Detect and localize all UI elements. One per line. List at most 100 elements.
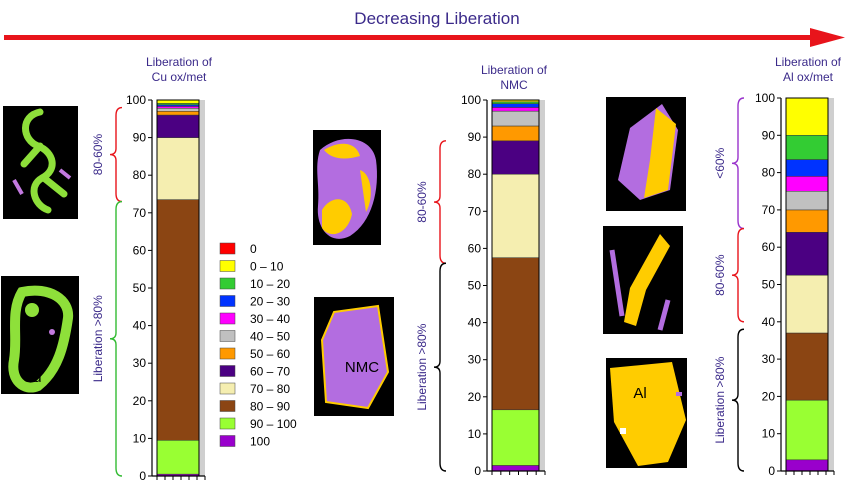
y-tick-label: 80 (133, 168, 147, 182)
legend-swatch (219, 242, 236, 255)
y-tick-label: 100 (461, 93, 481, 107)
bar-segment-al (785, 209, 829, 233)
bar-segment-nmc (491, 125, 540, 142)
bracket-label: Liberation >80% (713, 356, 727, 443)
bracket (731, 227, 745, 323)
bracket-label: Liberation >80% (415, 323, 429, 410)
legend-swatch (219, 365, 236, 377)
y-tick-label: 100 (755, 91, 775, 105)
legend-swatch (219, 400, 236, 412)
bracket-label: 80-60% (713, 254, 727, 296)
y-tick-label: 10 (762, 427, 776, 441)
legend-label: 0 – 10 (250, 260, 284, 274)
chart-cu: 0 10 20 30 40 50 60 70 80 90 100 80-60% Liberation >… (91, 93, 206, 483)
bar-segment-cu (156, 106, 200, 109)
y-tick-label: 40 (468, 316, 482, 330)
chart-title-nmc-line1: Liberation of (481, 63, 548, 77)
legend-label: 90 – 100 (250, 417, 297, 431)
legend-swatch (219, 277, 236, 290)
bracket-label: 80-60% (91, 134, 105, 176)
y-tick-label: 80 (468, 167, 482, 181)
bar-segment-al (785, 159, 829, 177)
y-tick-label: 20 (468, 390, 482, 404)
legend-swatch (219, 312, 236, 325)
bracket (731, 328, 745, 472)
al-particle-image-2 (603, 226, 683, 334)
legend-swatch (219, 382, 236, 395)
y-tick-label: 40 (762, 315, 776, 329)
legend-label: 100 (250, 435, 270, 449)
y-tick-label: 90 (762, 128, 776, 142)
y-tick-label: 50 (762, 278, 776, 292)
chart-title-cu-line1: Liberation of (146, 55, 213, 69)
y-tick-label: 50 (468, 279, 482, 293)
bracket (433, 262, 447, 472)
y-tick-label: 30 (762, 352, 776, 366)
bar-segment-nmc (491, 465, 540, 472)
y-tick-label: 70 (468, 204, 482, 218)
bar-segment-cu (156, 114, 200, 138)
nmc-image-label: NMC (345, 359, 379, 376)
al-particle-image-3: Al (606, 358, 687, 468)
y-tick-label: 50 (133, 281, 147, 295)
nmc-particle-image-2: NMC (314, 297, 394, 416)
y-tick-label: 0 (768, 464, 775, 478)
bar-segment-al (785, 459, 829, 472)
bracket (731, 97, 745, 230)
bar-segment-cu (156, 108, 200, 112)
y-tick-label: 60 (468, 241, 482, 255)
bracket-label: Liberation >80% (91, 295, 105, 382)
bar-segment-nmc (491, 101, 540, 104)
bar-segment-cu (156, 137, 200, 200)
legend-swatch (219, 295, 236, 307)
legend: 0 0 – 10 10 – 20 20 – 30 30 – 40 40 – 50 50 – … (219, 242, 297, 449)
y-tick-label: 20 (133, 394, 147, 408)
chart-nmc: 0 10 20 30 40 50 60 70 80 90 100 80-60% Liberation >… (415, 93, 546, 478)
al-particle-image-1 (606, 97, 686, 211)
bracket (433, 140, 447, 264)
bar-segment-nmc (491, 409, 540, 466)
bar-shadow (199, 100, 205, 476)
y-tick-label: 40 (133, 319, 147, 333)
legend-swatch (219, 417, 236, 430)
arrow-head (810, 28, 845, 47)
bar-segment-al (785, 274, 829, 334)
y-tick-label: 10 (133, 431, 147, 445)
nmc-particle-image-1 (313, 130, 381, 245)
bar-segment-al (785, 232, 829, 276)
chart-title-al-line2: Al ox/met (783, 70, 834, 84)
chart-title-al-line1: Liberation of (775, 55, 842, 69)
bar-segment-nmc (491, 173, 540, 258)
bracket-label: 80-60% (415, 181, 429, 223)
y-tick-label: 0 (139, 469, 146, 483)
y-tick-label: 70 (133, 206, 147, 220)
legend-swatch (219, 330, 236, 342)
y-tick-label: 100 (126, 93, 146, 107)
bar-segment-cu (156, 99, 200, 104)
legend-swatch (219, 435, 236, 447)
bracket (109, 106, 123, 203)
bar-segment-nmc (491, 110, 540, 127)
bracket-label: <60% (713, 147, 727, 178)
bar-segment-nmc (491, 140, 540, 175)
chart-al: 0 10 20 30 40 50 60 70 80 90 100 <60% 80-60% Liberati… (713, 91, 835, 478)
y-tick-label: 30 (133, 356, 147, 370)
legend-swatch (219, 260, 236, 272)
legend-label: 30 – 40 (250, 312, 290, 326)
cu-particle-image-1 (3, 106, 78, 219)
y-tick-label: 80 (762, 166, 776, 180)
legend-label: 60 – 70 (250, 365, 290, 379)
chart-title-cu-line2: Cu ox/met (152, 70, 207, 84)
bar-segment-cu (156, 440, 200, 475)
bracket (109, 200, 123, 477)
legend-label: 10 – 20 (250, 277, 290, 291)
y-tick-label: 30 (468, 353, 482, 367)
bar-segment-al (785, 97, 829, 136)
y-tick-label: 70 (762, 203, 776, 217)
legend-label: 40 – 50 (250, 330, 290, 344)
legend-label: 20 – 30 (250, 295, 290, 309)
bar-segment-al (785, 332, 829, 401)
bar-segment-al (785, 135, 829, 160)
